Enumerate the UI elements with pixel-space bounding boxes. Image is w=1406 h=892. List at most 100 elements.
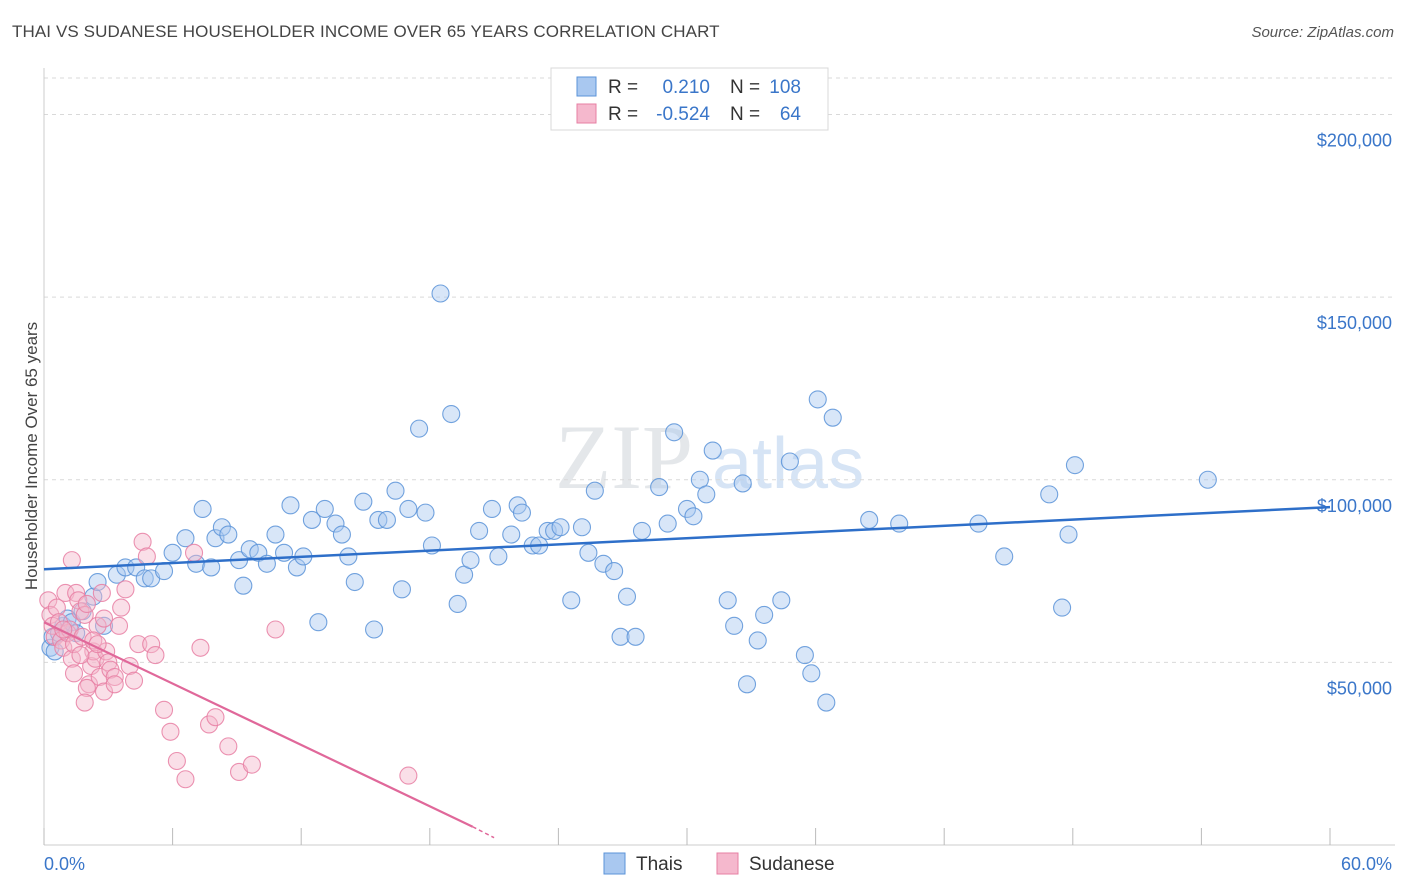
sudanese-point (105, 675, 124, 694)
thai-point (572, 518, 592, 537)
legend-sudanese-r-label: R = (608, 104, 638, 125)
sudanese-point (137, 547, 156, 566)
sudanese-point (219, 737, 238, 756)
legend-sudanese-r-value: -0.524 (656, 104, 710, 125)
thai-point (345, 572, 364, 592)
thai-point (116, 558, 135, 577)
thai-point (733, 474, 752, 493)
thai-point (392, 580, 411, 599)
sudanese-point (142, 635, 161, 654)
sudanese-point (266, 620, 285, 639)
thai-point (302, 510, 321, 529)
thai-point (1065, 456, 1084, 475)
thai-point (995, 547, 1014, 566)
thai-point (755, 605, 774, 624)
sudanese-point (116, 580, 135, 599)
thai-point (1053, 598, 1072, 617)
thai-point (780, 452, 799, 471)
axes (43, 68, 1395, 846)
legend-sudanese-n-value: 64 (780, 104, 802, 125)
sudanese-point (88, 616, 107, 635)
thai-point (416, 503, 435, 522)
thai-point (748, 631, 767, 650)
series-legend: Thais Sudanese (603, 852, 835, 875)
thai-point (650, 478, 669, 497)
thai-point (823, 408, 842, 427)
y-tick-labels: $50,000 $100,000 $150,000 $200,000 (1317, 131, 1392, 699)
sudanese-point (161, 722, 180, 741)
legend-thai-r-label: R = (608, 77, 638, 98)
thai-point (562, 591, 581, 610)
sudanese-point (71, 646, 90, 665)
sudanese-point (199, 715, 219, 734)
thai-point (817, 693, 836, 712)
thai-point (354, 492, 373, 511)
legend-thais-label: Thais (636, 854, 682, 875)
sudanese-point (64, 664, 84, 683)
thai-point (1040, 485, 1059, 504)
thai-point (94, 616, 114, 635)
sudanese-point (176, 770, 195, 789)
sudanese-point (399, 766, 418, 785)
thai-point (377, 510, 396, 529)
thai-point (448, 594, 467, 613)
thai-point (442, 404, 461, 424)
sudanese-point (109, 616, 129, 635)
thai-point (202, 558, 221, 577)
thai-point (718, 591, 737, 610)
legend-sudanese-swatch (576, 103, 597, 124)
legend-thai-swatch (576, 76, 597, 97)
sudanese-point (129, 635, 148, 654)
thai-point (309, 613, 328, 632)
thai-point (470, 521, 489, 540)
thai-point (176, 529, 195, 548)
sudanese-trend-extension (472, 826, 495, 839)
thai-point (551, 518, 570, 537)
sudanese-point (90, 667, 109, 687)
sudanese-point (94, 682, 114, 701)
thai-point (431, 284, 450, 303)
thai-point (281, 496, 300, 515)
sudanese-point (206, 708, 225, 727)
thai-point (410, 419, 429, 438)
sudanese-point (124, 671, 144, 690)
legend-thai-r-value: 0.210 (662, 77, 710, 98)
sudanese-point (94, 609, 114, 628)
y-tick-label-3: $200,000 (1317, 131, 1392, 151)
thai-point (677, 499, 697, 519)
thai-point (339, 547, 358, 566)
thai-point (212, 518, 231, 537)
sudanese-point (242, 755, 261, 774)
chart-title: THAI VS SUDANESE HOUSEHOLDER INCOME OVER… (12, 22, 720, 41)
thai-point (684, 507, 703, 526)
trend-lines (43, 505, 1331, 839)
sudanese-point (75, 693, 94, 712)
thai-point (605, 562, 624, 581)
thai-point (219, 525, 238, 544)
thai-point (795, 646, 814, 665)
legend-sudanese-label: Sudanese (749, 854, 835, 875)
sudanese-point (47, 598, 66, 617)
thai-point (163, 543, 182, 562)
thai-point (772, 591, 791, 610)
thai-point (632, 521, 652, 540)
sudanese-points (39, 532, 418, 789)
thai-point (579, 543, 598, 562)
source-credit: Source: ZipAtlas.com (1251, 24, 1394, 41)
thai-point (611, 627, 630, 646)
y-tick-label-0: $50,000 (1327, 678, 1392, 698)
thai-point (266, 525, 285, 544)
sudanese-point (184, 543, 204, 562)
sudanese-point (75, 605, 94, 624)
correlation-legend: R = 0.210 N = 108 R = -0.524 N = 64 (550, 67, 829, 131)
thai-point (737, 675, 757, 694)
sudanese-point (191, 638, 210, 657)
thai-point (365, 620, 384, 639)
sudanese-point (92, 583, 111, 603)
sudanese-point (146, 646, 165, 665)
thai-point (502, 525, 521, 544)
legend-thais-swatch (603, 852, 626, 875)
sudanese-point (154, 700, 174, 719)
thai-point (461, 551, 480, 570)
thai-point (585, 481, 604, 500)
